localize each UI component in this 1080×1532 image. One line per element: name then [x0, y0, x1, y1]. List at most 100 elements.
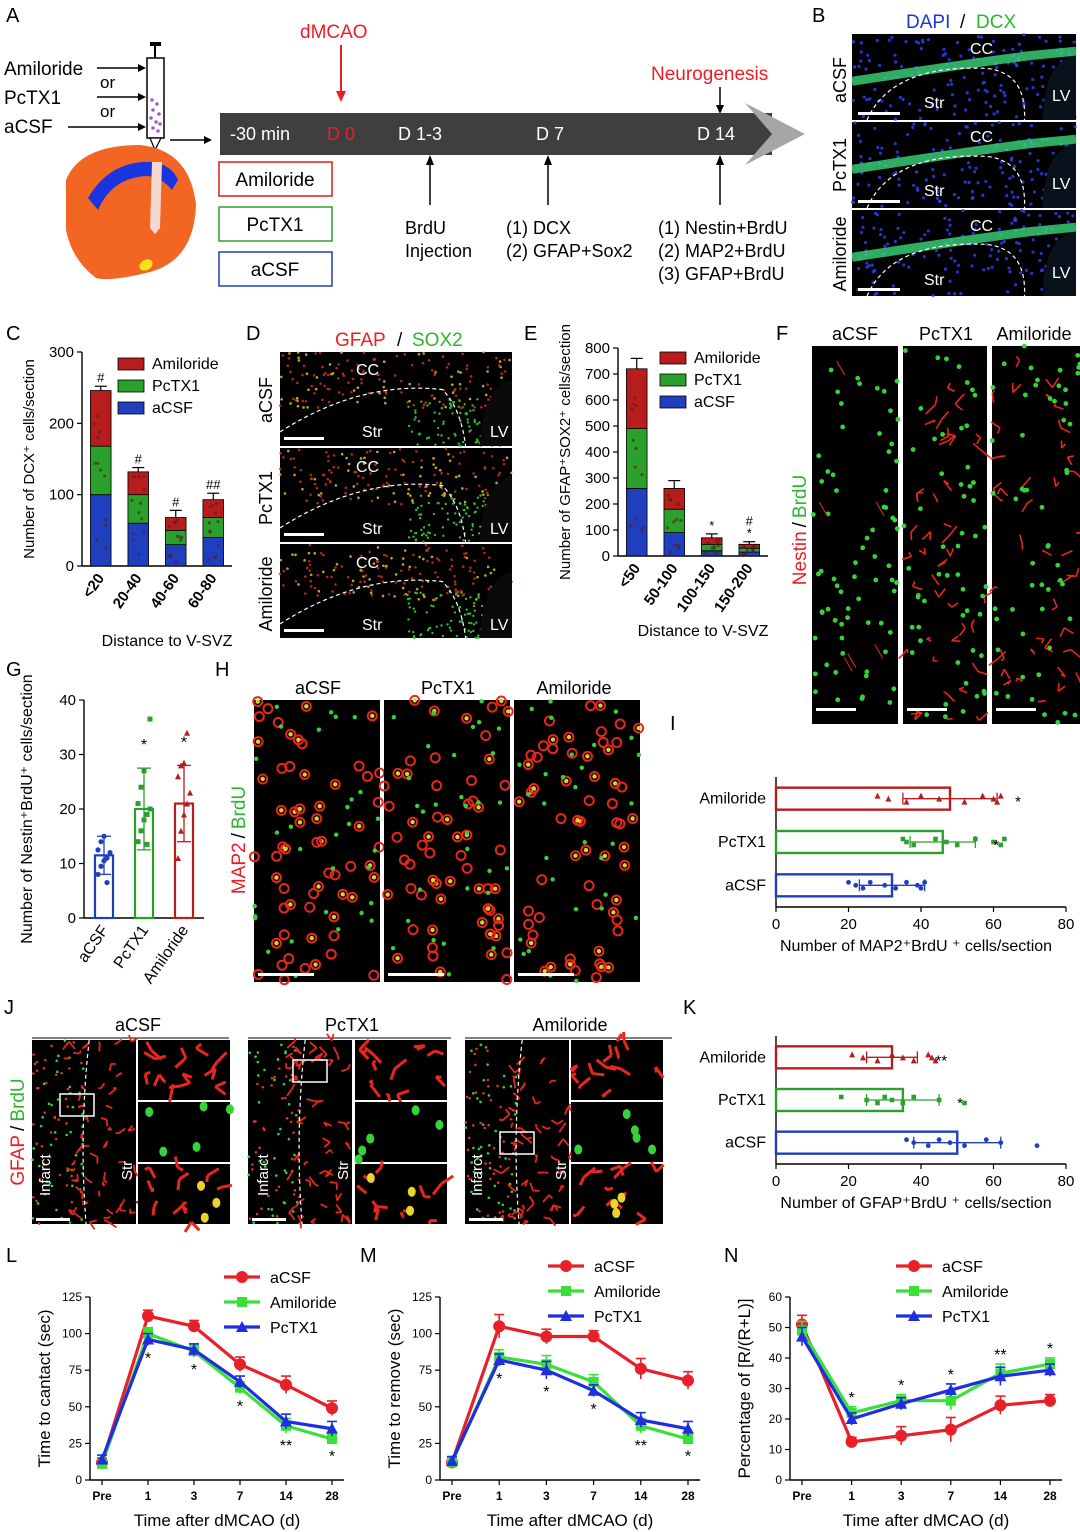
brdu-dot: [333, 714, 338, 720]
gfap-process: [374, 1160, 384, 1175]
brdu-nucleus: [444, 817, 450, 822]
cell-dot: [276, 1221, 279, 1225]
sox2-dot: [408, 606, 411, 609]
nucleus-dot: [893, 142, 897, 146]
cell-dot: [489, 1177, 492, 1181]
significance-mark: **: [280, 1438, 292, 1455]
brdu-dot: [328, 710, 334, 715]
timeline-bar: [220, 103, 805, 165]
brdu-nucleus: [476, 886, 482, 891]
brdu-dot: [542, 801, 547, 806]
brdu-nucleus: [493, 886, 498, 891]
bar-segment-amiloride: [165, 517, 187, 531]
nucleus-dot: [967, 98, 972, 102]
micrograph-f-pctx1: [898, 346, 993, 724]
sox2-dot: [463, 613, 467, 616]
brdu-nucleus: [199, 1101, 208, 1112]
cell-dot: [497, 473, 500, 477]
cell-dot: [507, 1157, 511, 1161]
data-point: [904, 1137, 909, 1143]
nestin-process: [915, 488, 925, 503]
cell-dot: [72, 1041, 76, 1044]
cell-dot: [297, 583, 300, 586]
cell-dot: [262, 1160, 266, 1164]
brdu-nucleus: [630, 1125, 639, 1136]
cell-dot: [53, 1116, 57, 1120]
cell-dot: [442, 388, 446, 392]
cell-dot: [420, 466, 423, 469]
gfap-process: [578, 1166, 597, 1186]
gfap-process: [183, 1220, 201, 1233]
cell-dot: [327, 459, 330, 463]
data-point: [178, 762, 184, 769]
cell-dot: [447, 362, 450, 366]
cell-dot: [292, 1045, 295, 1049]
cell-dot: [328, 363, 332, 366]
cell-dot: [400, 502, 403, 506]
map2-soma: [619, 859, 631, 871]
col-label-amiloride: Amiloride: [996, 324, 1071, 344]
cell-dot: [403, 582, 406, 585]
cell-dot: [407, 568, 411, 571]
nucleus-dot: [861, 225, 865, 229]
sox2-dot: [473, 609, 477, 612]
nucleus-dot: [934, 248, 939, 253]
brdu-dot: [909, 624, 915, 630]
map2-soma: [308, 888, 320, 900]
brdu-dot: [1020, 631, 1026, 637]
brdu-dot: [993, 690, 999, 696]
sox2-dot: [472, 604, 476, 608]
map2-soma: [405, 882, 417, 894]
cell-dot: [252, 1221, 255, 1225]
brdu-dot: [964, 423, 970, 429]
brdu-dot: [971, 498, 976, 503]
scale-bar: [858, 288, 900, 291]
cell-dot: [289, 1120, 293, 1124]
gfap-process: [595, 1058, 617, 1071]
map2-soma: [409, 694, 421, 706]
map2-soma: [353, 760, 365, 772]
significance-mark: *: [191, 1362, 197, 1379]
gfap-process: [319, 1170, 334, 1176]
nucleus-dot: [955, 270, 960, 274]
data-point: [142, 531, 146, 535]
data-point: [918, 885, 924, 891]
nucleus-dot: [991, 39, 996, 44]
brdu-dot: [895, 416, 901, 422]
sox2-dot: [412, 630, 415, 634]
brdu-dot: [391, 715, 397, 720]
nucleus-dot: [859, 155, 863, 159]
map2-soma: [566, 747, 578, 759]
nestin-process: [1066, 455, 1075, 466]
sox2-dot: [409, 518, 412, 521]
sox2-dot: [477, 636, 480, 640]
cell-dot: [436, 575, 440, 579]
map2-soma: [252, 696, 264, 708]
y-tick-label: Amiloride: [699, 791, 766, 808]
data-point: [796, 1330, 808, 1342]
ventricle-region: [479, 572, 512, 638]
brdu-dot: [856, 596, 862, 602]
nucleus-dot: [859, 50, 863, 54]
cell-dot: [35, 1199, 38, 1203]
cell-dot: [80, 1061, 83, 1065]
legend-label: aCSF: [594, 1259, 635, 1276]
sox2-dot: [464, 597, 468, 601]
cell-dot: [378, 378, 381, 381]
nucleus-dot: [968, 165, 972, 169]
sox2-dot: [414, 409, 417, 412]
sox2-dot: [422, 532, 425, 535]
brdu-dot: [1063, 401, 1069, 406]
nucleus-dot: [880, 146, 884, 150]
timeline-d14: D 14: [697, 124, 735, 144]
data-point: [92, 422, 96, 426]
nestin-process: [937, 558, 948, 568]
cell-dot: [43, 1192, 47, 1196]
gfap-process: [145, 1041, 163, 1061]
cell-dot: [381, 594, 385, 598]
cell-dot: [48, 1181, 52, 1185]
cell-dot: [421, 406, 425, 409]
cell-dot: [424, 489, 428, 493]
nucleus-dot: [947, 291, 951, 296]
map2-soma: [248, 851, 260, 863]
